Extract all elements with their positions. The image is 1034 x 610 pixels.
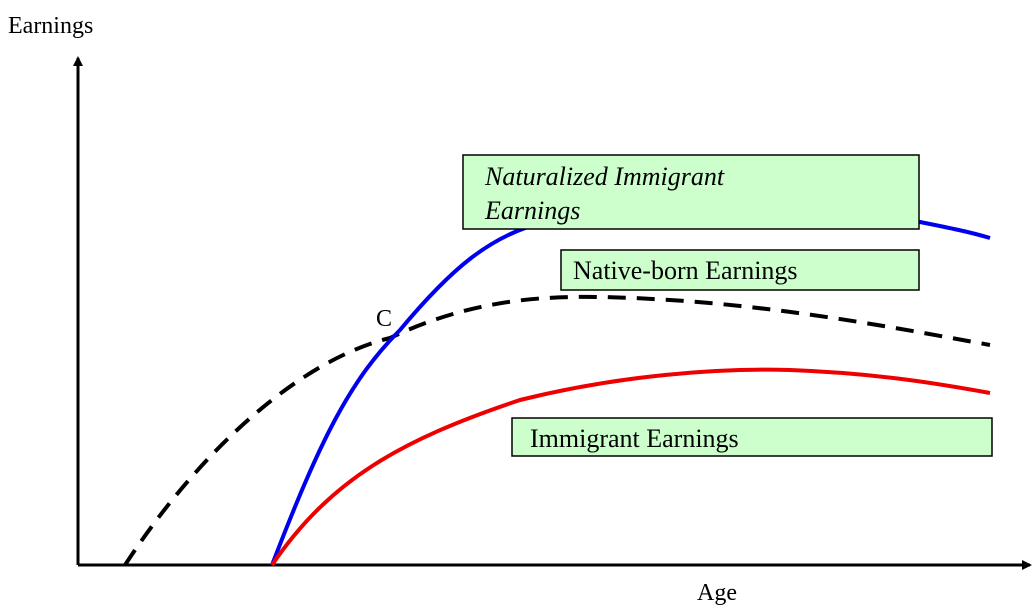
y-axis-label: Earnings: [8, 13, 93, 39]
immigrant-curve: [270, 367, 991, 567]
immigrant-box: [511, 417, 993, 457]
native-curve: [123, 294, 991, 567]
naturalized-label: Earnings: [484, 196, 580, 225]
crossing-point-label: C: [376, 306, 392, 332]
immigrant-label: Immigrant Earnings: [530, 424, 739, 453]
native-box: [560, 249, 920, 291]
naturalized-label: Naturalized Immigrant: [484, 162, 725, 191]
x-axis-label: Age: [697, 580, 737, 606]
native-label: Native-born Earnings: [573, 256, 798, 285]
naturalized-box: [462, 154, 920, 230]
naturalized-curve: [270, 220, 991, 566]
